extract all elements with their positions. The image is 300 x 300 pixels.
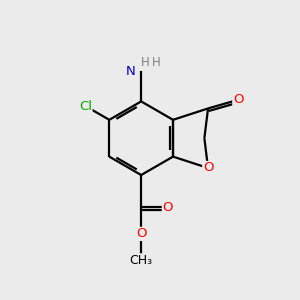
Text: CH₃: CH₃ [130, 254, 153, 267]
Text: O: O [203, 161, 213, 175]
Text: Cl: Cl [79, 100, 92, 112]
Text: O: O [162, 201, 173, 214]
Text: H: H [141, 56, 150, 69]
Text: O: O [233, 93, 243, 106]
Text: O: O [136, 227, 146, 240]
Text: H: H [152, 56, 161, 69]
Text: N: N [126, 65, 136, 78]
